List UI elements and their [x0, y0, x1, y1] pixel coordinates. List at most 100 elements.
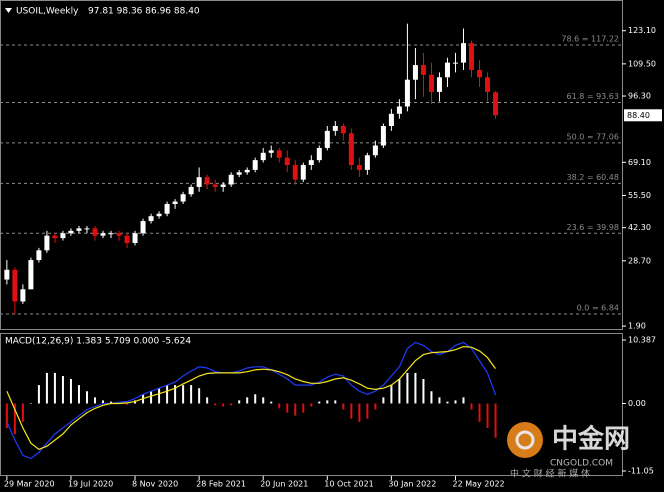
candle-body [100, 233, 106, 236]
macd-histogram-bar [382, 397, 385, 404]
macd-histogram-bar [206, 397, 209, 404]
macd-histogram-bar [462, 397, 465, 404]
candle-body [188, 186, 194, 195]
candle-body [156, 213, 162, 217]
macd-histogram-bar [326, 400, 329, 404]
x-tick-label: 8 Nov 2020 [132, 480, 178, 489]
fib-label: 23.6 = 39.98 [566, 223, 619, 232]
y-tick-label: 1.90 [628, 322, 646, 331]
price-panel-border [0, 0, 623, 330]
macd-histogram-bar [45, 372, 48, 404]
macd-histogram-bar [470, 403, 473, 410]
candle-body [228, 174, 234, 185]
candle-body [220, 184, 226, 187]
macd-histogram-bar [294, 403, 297, 416]
candle-body [84, 228, 90, 230]
macd-histogram-bar [286, 403, 289, 413]
candle-body [204, 177, 210, 185]
candle-body [12, 269, 18, 302]
macd-histogram-bar [310, 403, 313, 407]
y-tick-label: 123.10 [628, 26, 656, 35]
current-price-label: 88.40 [627, 111, 650, 120]
candle-body [332, 126, 338, 131]
y-tick-label: 69.10 [628, 158, 651, 167]
macd-histogram-bar [334, 400, 337, 404]
candle-body [148, 216, 154, 222]
macd-histogram-bar [342, 403, 345, 410]
macd-histogram-bar [422, 379, 425, 404]
y-tick-label: 55.50 [628, 191, 651, 200]
x-tick-label: 22 May 2022 [452, 480, 504, 489]
y-tick-label: 109.50 [628, 59, 656, 68]
fib-label: 38.2 = 60.48 [566, 173, 619, 182]
candle-body [300, 165, 306, 180]
current-price-box [624, 109, 662, 122]
macd-histogram-bar [214, 403, 217, 406]
candle-body [380, 126, 386, 146]
candle-body [140, 221, 146, 234]
macd-histogram-bar [438, 397, 441, 404]
menu-arrow[interactable] [5, 8, 12, 13]
macd-histogram-bar [358, 403, 361, 422]
candle-body [372, 145, 378, 156]
macd-histogram-bar [270, 401, 273, 404]
candle-body [444, 62, 450, 78]
candle-body [452, 62, 458, 64]
candle-body [20, 289, 26, 302]
macd-histogram-bar [230, 403, 233, 406]
macd-histogram-bar [406, 372, 409, 404]
candle-body [92, 228, 98, 236]
macd-histogram-bar [53, 372, 56, 404]
macd-histogram-bar [93, 397, 96, 404]
macd-histogram-bar [486, 403, 489, 428]
watermark-brand: 中金网 [552, 424, 630, 455]
macd-label: MACD(12,26,9) 1.383 5.709 0.000 -5.624 [5, 337, 191, 347]
macd-histogram-bar [174, 385, 177, 404]
candle-body [132, 233, 138, 243]
watermark: 中金网 CNGOLD.COM 中 文 财 经 新 媒 体 [507, 422, 630, 480]
candle-body [420, 65, 426, 75]
candle-body [180, 194, 186, 202]
y-tick-label: -11.05 [628, 466, 654, 475]
y-tick-label: 10.387 [628, 335, 656, 344]
y-tick-label: 96.30 [628, 92, 651, 101]
macd-histogram-bar [150, 391, 153, 404]
macd-histogram-bar [21, 403, 24, 422]
candle-body [477, 69, 483, 78]
watermark-domain: CNGOLD.COM [550, 459, 613, 469]
candle-body [276, 150, 282, 158]
fib-label: 0.0 = 6.84 [577, 304, 619, 313]
macd-histogram-bar [254, 394, 257, 404]
macd-histogram-bar [110, 401, 113, 404]
macd-histogram-bar [85, 391, 88, 404]
candle-body [292, 165, 298, 180]
candle-body [284, 157, 290, 165]
macd-histogram-bar [318, 401, 321, 404]
x-tick-label: 10 Oct 2021 [324, 480, 373, 489]
macd-histogram-bar [478, 403, 481, 422]
macd-histogram-bar [278, 403, 281, 409]
macd-histogram-bar [101, 400, 104, 404]
candle-body [108, 233, 114, 235]
watermark-slogan: 中 文 财 经 新 媒 体 [510, 468, 590, 480]
candle-body [196, 177, 202, 187]
macd-histogram-bar [190, 385, 193, 404]
candle-body [428, 74, 434, 92]
macd-histogram-bar [238, 400, 241, 404]
candle-body [244, 169, 250, 173]
macd-histogram-bar [414, 372, 417, 404]
macd-histogram-bar [166, 385, 169, 404]
fib-label: 78.6 = 117.22 [561, 35, 619, 44]
y-tick-label: 28.70 [628, 256, 651, 265]
candle-body [172, 201, 178, 204]
macd-histogram-bar [430, 391, 433, 404]
fib-label: 50.0 = 77.06 [566, 132, 619, 141]
candle-body [493, 92, 499, 116]
candle-body [4, 269, 10, 280]
x-tick-label: 28 Feb 2021 [196, 480, 246, 489]
symbol: USOIL,Weekly [16, 7, 79, 17]
x-tick-label: 19 Jul 2020 [68, 480, 113, 489]
